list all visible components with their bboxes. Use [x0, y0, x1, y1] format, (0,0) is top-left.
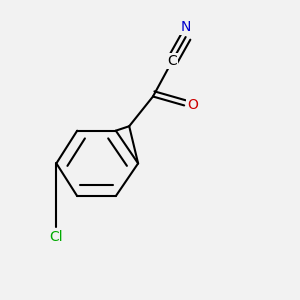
Text: N: N: [181, 20, 191, 34]
Text: C: C: [167, 54, 177, 68]
Text: O: O: [187, 98, 198, 112]
Text: Cl: Cl: [50, 230, 63, 244]
